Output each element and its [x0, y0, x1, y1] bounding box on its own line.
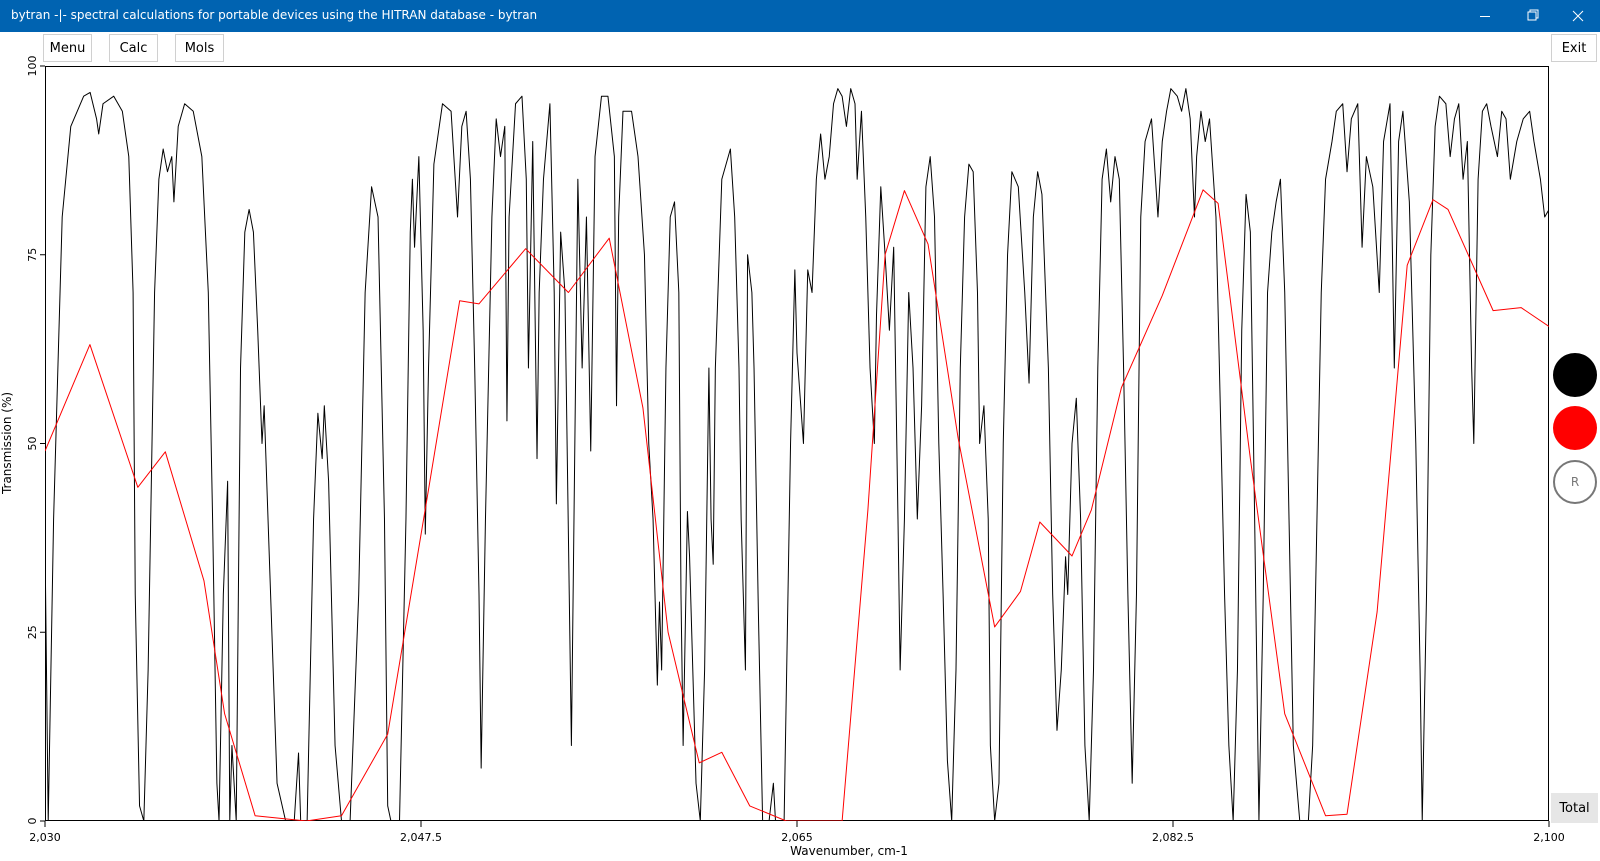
- x-tick-label: 2,047.5: [400, 831, 442, 844]
- y-tick-label: 0: [26, 818, 39, 825]
- y-tick-label: 25: [26, 625, 39, 639]
- series-toggle[interactable]: [1553, 353, 1597, 397]
- spectrum-line: [45, 88, 1549, 821]
- plot-frame: [45, 66, 1549, 821]
- reset-label: R: [1571, 475, 1579, 489]
- x-tick-label: 2,082.5: [1152, 831, 1194, 844]
- window-controls: [1480, 9, 1584, 22]
- restore[interactable]: [1527, 11, 1537, 21]
- mols-button[interactable]: Mols: [175, 34, 224, 62]
- exit-button[interactable]: Exit: [1551, 34, 1597, 62]
- title-bar: bytran -|- spectral calculations for por…: [0, 0, 1600, 32]
- y-tick-label: 75: [26, 248, 39, 262]
- calc-button[interactable]: Calc: [109, 34, 158, 62]
- y-axis-label: Transmission (%): [0, 392, 14, 495]
- y-tick-label: 100: [26, 56, 39, 77]
- series-toggle[interactable]: [1553, 406, 1597, 450]
- x-tick-label: 2,100: [1533, 831, 1565, 844]
- x-axis-label: Wavenumber, cm-1: [790, 844, 908, 858]
- window-title: bytran -|- spectral calculations for por…: [11, 8, 538, 22]
- x-tick-label: 2,030: [29, 831, 61, 844]
- close[interactable]: [1572, 10, 1584, 22]
- x-tick-label: 2,065: [781, 831, 813, 844]
- reset-button[interactable]: [1553, 460, 1597, 504]
- y-tick-label: 50: [26, 437, 39, 451]
- plot-area: [45, 88, 1549, 821]
- menu-button[interactable]: Menu: [43, 34, 92, 62]
- spectrum-line: [45, 189, 1549, 821]
- total-button[interactable]: Total: [1551, 793, 1598, 823]
